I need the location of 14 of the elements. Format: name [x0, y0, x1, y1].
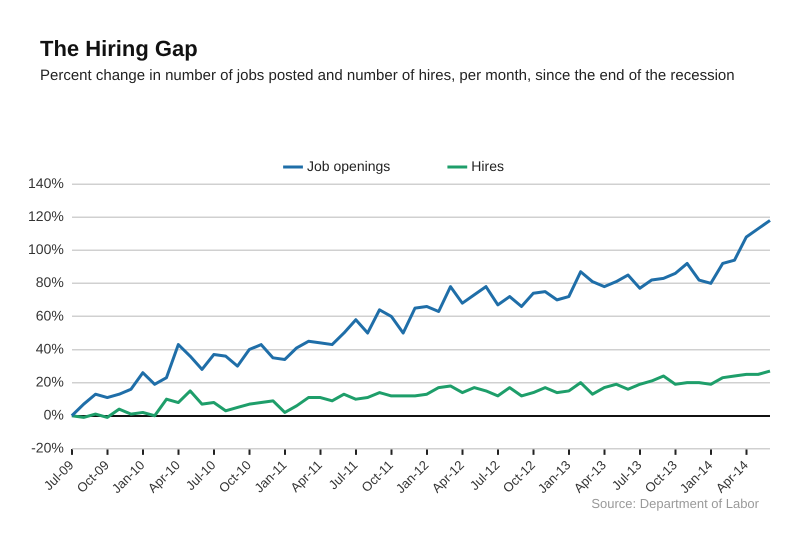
legend-label: Hires	[471, 158, 504, 174]
y-tick-label: 120%	[28, 208, 64, 224]
y-tick-label: 40%	[36, 340, 64, 356]
y-tick-label: 0%	[44, 406, 64, 423]
y-tick-label: 60%	[36, 307, 64, 324]
y-tick-label: 100%	[28, 241, 64, 258]
y-tick-label: -20%	[31, 440, 64, 456]
y-tick-label: 20%	[36, 374, 64, 390]
source-note: Source: Department of Labor	[591, 496, 759, 511]
legend-label: Job openings	[307, 158, 390, 174]
y-tick-label: 140%	[28, 174, 64, 191]
chart-subtitle: Percent change in number of jobs posted and number of hires, per month, since the end of the recession	[40, 66, 736, 85]
chart-title: The Hiring Gap	[40, 36, 198, 62]
y-tick-label: 80%	[36, 274, 64, 290]
